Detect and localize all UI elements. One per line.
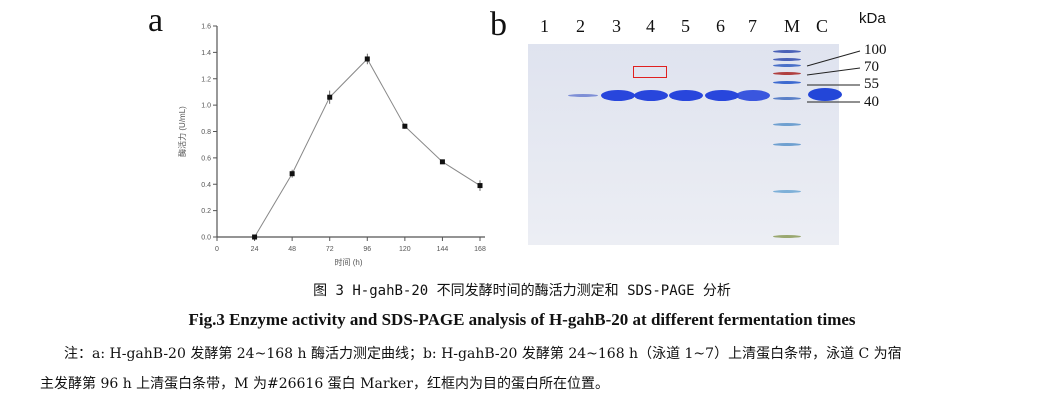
- protein-band: [808, 88, 842, 101]
- lane-label-3: 3: [612, 16, 621, 36]
- caption-note-line-1: 注：a: H-gahB-20 发酵第 24~168 h 酶活力测定曲线；b: H…: [64, 346, 902, 362]
- data-point: [252, 234, 258, 240]
- lane-label-M: M: [784, 16, 801, 36]
- marker-band: [773, 97, 801, 100]
- x-tick-label: 120: [399, 246, 411, 253]
- y-tick-label: 0.0: [201, 235, 211, 242]
- series-line: [254, 58, 481, 238]
- data-point: [289, 171, 295, 177]
- marker-band: [773, 64, 801, 67]
- marker-weight-70: 70: [864, 59, 879, 75]
- y-tick-label: 0.4: [201, 182, 211, 189]
- marker-band: [773, 123, 801, 126]
- protein-band: [705, 90, 739, 101]
- lane-label-5: 5: [681, 16, 690, 36]
- protein-band: [601, 90, 635, 101]
- lane-label-6: 6: [716, 16, 725, 36]
- marker-weight-40: 40: [864, 94, 879, 110]
- y-tick-label: 1.2: [201, 76, 211, 83]
- unit-label: kDa: [859, 10, 886, 27]
- y-tick-label: 0.2: [201, 208, 211, 215]
- panel-a-label: a: [148, 2, 164, 39]
- protein-band: [669, 90, 703, 101]
- caption-chinese: 图 3 H-gahB-20 不同发酵时间的酶活力测定和 SDS-PAGE 分析: [313, 283, 731, 299]
- marker-band: [773, 190, 801, 193]
- marker-band: [773, 235, 801, 238]
- caption-english: Fig.3 Enzyme activity and SDS-PAGE analy…: [188, 310, 856, 329]
- y-axis-title: 酶活力 (U/mL): [177, 106, 187, 157]
- marker-weight-55: 55: [864, 76, 879, 92]
- x-tick-label: 48: [288, 246, 296, 253]
- data-point: [439, 159, 445, 165]
- x-tick-label: 0: [215, 246, 219, 253]
- x-tick-label: 168: [474, 246, 486, 253]
- x-tick-label: 96: [363, 246, 371, 253]
- enzyme-activity-chart: 0 24 48 72 96 120 144 168 0.0 0.2 0.4 0.6 0.8 1.0 1.2 1…: [177, 24, 486, 268]
- data-point: [477, 183, 483, 189]
- protein-band: [736, 90, 770, 101]
- y-tick-label: 0.8: [201, 129, 211, 136]
- lane-label-1: 1: [540, 16, 549, 36]
- protein-band: [568, 94, 598, 97]
- marker-band: [773, 58, 801, 61]
- marker-leader-lines: [806, 50, 861, 103]
- y-tick-label: 1.0: [201, 103, 211, 110]
- data-point: [364, 56, 370, 62]
- x-tick-label: 72: [326, 246, 334, 253]
- marker-band: [773, 81, 801, 84]
- panel-b-label: b: [490, 6, 507, 43]
- lane-label-C: C: [816, 16, 829, 36]
- protein-band: [634, 90, 668, 101]
- target-protein-highlight-box: [633, 66, 667, 78]
- caption-note-line-2: 主发酵第 96 h 上清蛋白条带，M 为#26616 蛋白 Marker，红框内…: [40, 376, 609, 392]
- y-tick-label: 1.6: [201, 24, 211, 31]
- marker-weight-100: 100: [864, 42, 887, 58]
- lane-label-4: 4: [646, 16, 655, 36]
- data-point: [402, 123, 408, 129]
- y-tick-label: 1.4: [201, 50, 211, 57]
- marker-band: [773, 72, 801, 75]
- x-tick-label: 144: [437, 246, 449, 253]
- lane-label-2: 2: [576, 16, 585, 36]
- x-axis-title: 时间 (h): [335, 257, 363, 267]
- marker-band: [773, 50, 801, 53]
- x-tick-label: 24: [251, 246, 259, 253]
- marker-band: [773, 143, 801, 146]
- data-point: [327, 94, 333, 100]
- gel-image: [528, 44, 842, 245]
- y-tick-label: 0.6: [201, 155, 211, 162]
- lane-label-7: 7: [748, 16, 757, 36]
